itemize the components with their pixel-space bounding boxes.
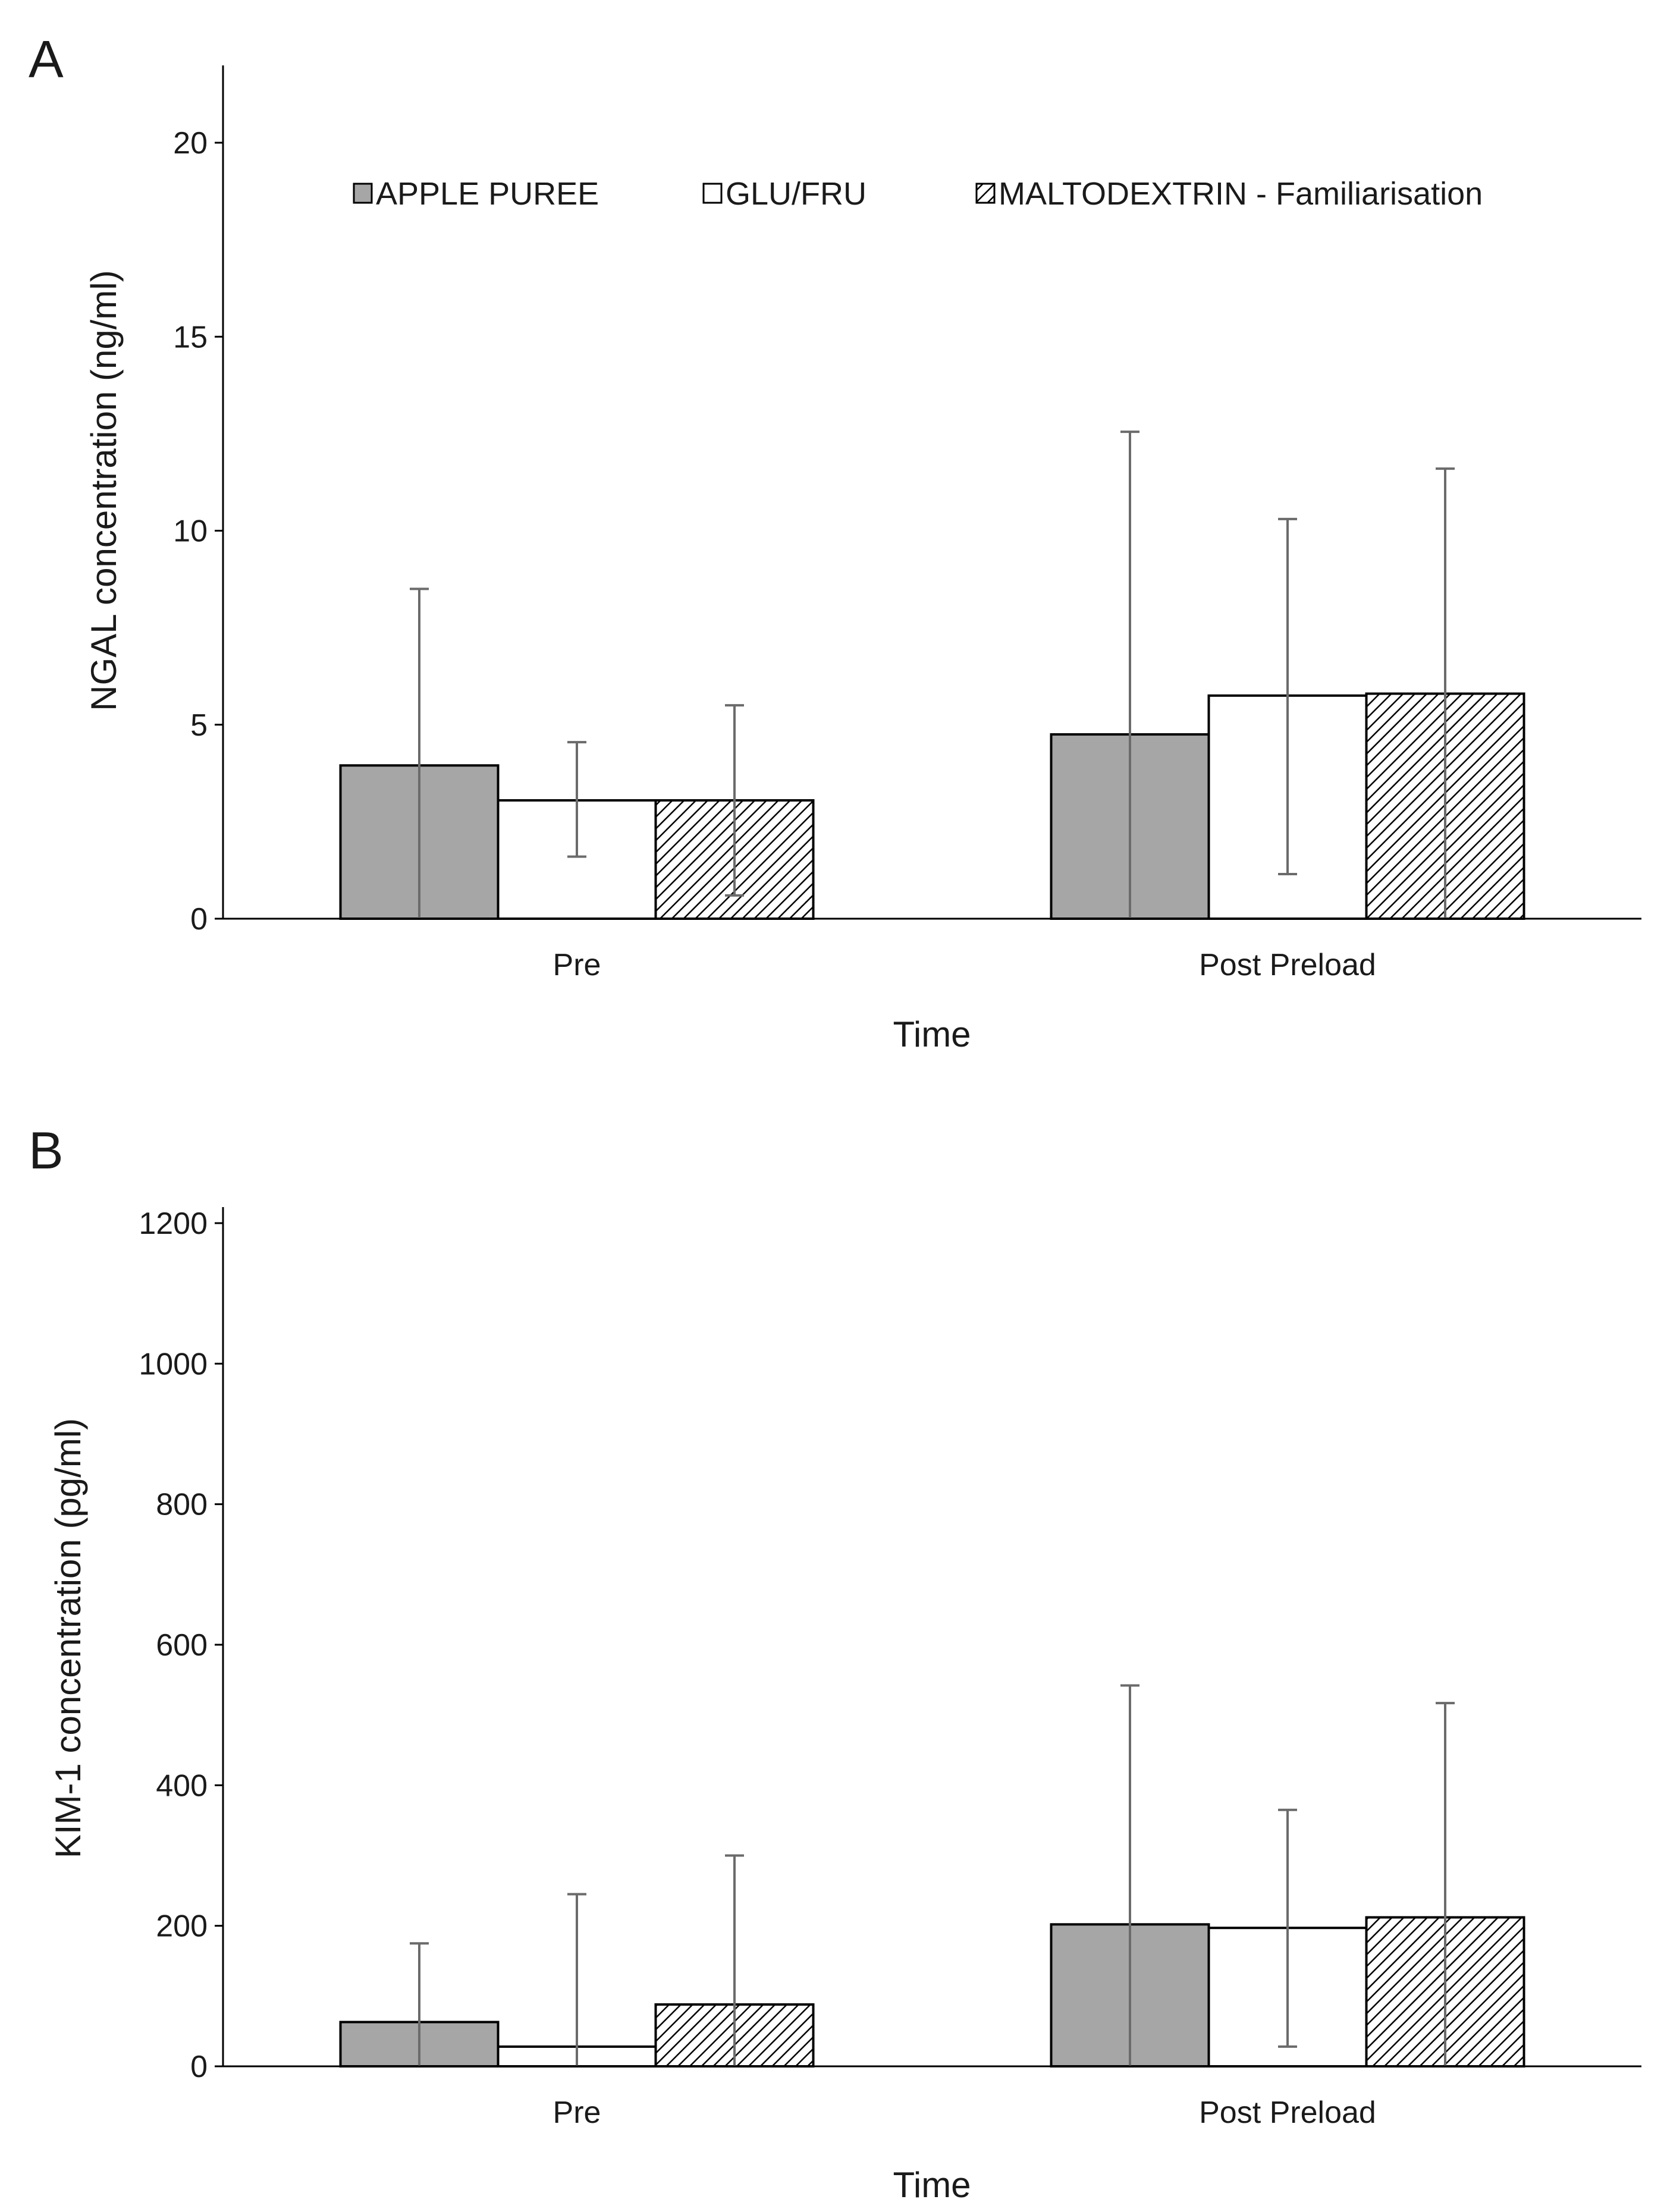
legend-item-maltodextrin: MALTODEXTRIN - Familiarisation [975, 176, 1483, 212]
error-bar-a-apple-puree-post-preload [1120, 431, 1139, 919]
error-bar-b-maltodextrin-familiarisation-post-preload [1436, 1702, 1455, 2066]
error-bars-a [410, 431, 1455, 919]
y-tick-label-a-20: 20 [173, 126, 208, 161]
y-ticks-b: 0 200 400 600 800 1000 1200 [139, 1206, 223, 2084]
error-bar-b-glu-fru-pre [567, 1893, 586, 2066]
error-bar-b-apple-puree-post-preload [1120, 1684, 1139, 2066]
error-bar-b-maltodextrin-familiarisation-pre [725, 1854, 744, 2066]
y-tick-label-a-5: 5 [190, 708, 208, 743]
error-bar-a-maltodextrin-familiarisation-pre [725, 704, 744, 897]
y-ticks-a: 0 5 10 15 20 [173, 126, 223, 937]
legend-item-glu-fru: GLU/FRU [702, 176, 867, 212]
y-tick-label-b-200: 200 [156, 1909, 208, 1944]
legend-label-apple-puree: APPLE PUREE [376, 176, 599, 212]
panel-label-b: B [29, 1121, 64, 1180]
x-axis-title-b: Time [893, 2165, 971, 2205]
legend-item-apple-puree: APPLE PUREE [353, 176, 599, 212]
category-labels-b: Pre Post Preload [553, 2095, 1376, 2130]
y-tick-label-b-0: 0 [190, 2050, 208, 2084]
y-tick-label-b-1000: 1000 [139, 1347, 208, 1381]
legend: APPLE PUREE GLU/FRU MALTODEXTRIN - Famil… [353, 176, 1483, 212]
y-tick-label-b-400: 400 [156, 1768, 208, 1803]
legend-swatch-glu-fru [702, 183, 723, 204]
panel-label-a: A [29, 30, 64, 89]
error-bar-a-apple-puree-pre [410, 587, 429, 919]
category-labels-a: Pre Post Preload [553, 948, 1376, 982]
legend-label-glu-fru: GLU/FRU [726, 176, 867, 212]
error-bar-b-glu-fru-post-preload [1278, 1808, 1297, 2048]
y-tick-label-b-600: 600 [156, 1628, 208, 1663]
y-tick-label-a-0: 0 [190, 902, 208, 937]
y-tick-label-a-10: 10 [173, 514, 208, 549]
bars-b [339, 1916, 1525, 2068]
category-label-a-post-preload: Post Preload [1199, 948, 1376, 982]
x-axis-title-a: Time [893, 1014, 971, 1054]
chart-panel-a: A 0 5 10 15 20 Pre Post Preload NGAL concentr… [29, 30, 1641, 1054]
y-axis-title-b: KIM-1 concentration (pg/ml) [48, 1418, 88, 1858]
error-bar-a-maltodextrin-familiarisation-post-preload [1436, 467, 1455, 919]
error-bar-b-apple-puree-pre [410, 1942, 429, 2066]
error-bars-b [410, 1684, 1455, 2066]
category-label-b-pre: Pre [553, 2095, 601, 2130]
y-axis-title-a: NGAL concentration (ng/ml) [84, 270, 124, 711]
legend-swatch-apple-puree [353, 183, 373, 204]
legend-label-maltodextrin: MALTODEXTRIN - Familiarisation [999, 176, 1483, 212]
error-bar-a-glu-fru-post-preload [1278, 517, 1297, 875]
category-label-a-pre: Pre [553, 948, 601, 982]
y-tick-label-b-800: 800 [156, 1488, 208, 1522]
bars-a [339, 692, 1525, 920]
error-bar-a-glu-fru-pre [567, 741, 586, 858]
category-label-b-post-preload: Post Preload [1199, 2095, 1376, 2130]
legend-swatch-maltodextrin [975, 183, 996, 204]
y-tick-label-b-1200: 1200 [139, 1206, 208, 1241]
y-tick-label-a-15: 15 [173, 320, 208, 354]
